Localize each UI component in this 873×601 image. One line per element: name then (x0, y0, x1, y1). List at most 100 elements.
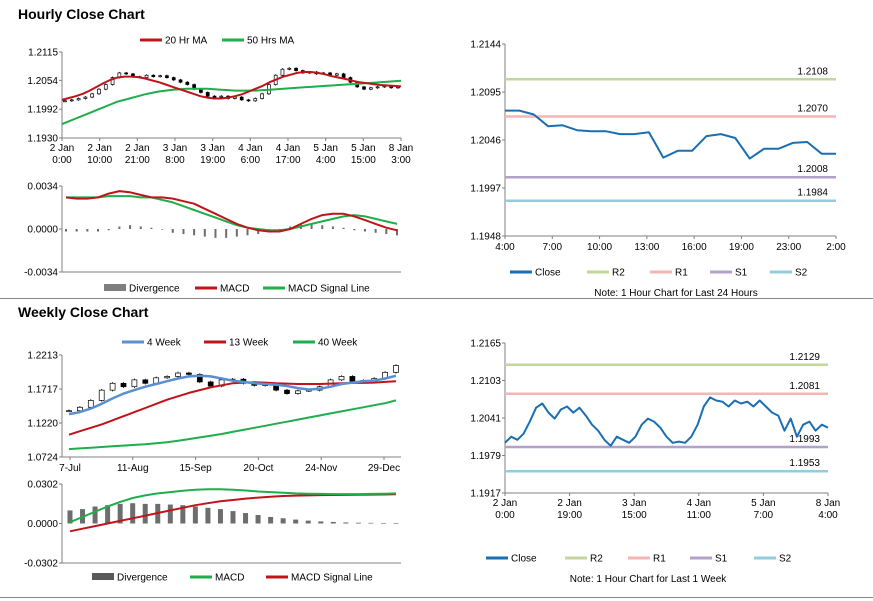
hourly-ma20-line (61, 71, 402, 101)
hourly-price-candle-body (83, 96, 88, 99)
weekly-divergence-bar (393, 523, 399, 524)
weekly-divergence-bar (268, 516, 274, 524)
hourly-macd-legend-label: MACD (220, 284, 249, 295)
hourly-price-candle-body (90, 93, 95, 98)
weekly-price-legend-label: 40 Week (318, 338, 358, 349)
hourly-levels-xtick-label: 13:00 (634, 242, 659, 253)
weekly-levels-xtick-label: 2 Jan (557, 498, 581, 509)
hourly-price-candle-body (124, 72, 129, 75)
weekly-levels-ytick-label: 1.2041 (470, 414, 501, 425)
weekly-divergence-bar (318, 521, 324, 524)
weekly-price-candle-body (338, 376, 345, 381)
hourly-divergence-bar (118, 226, 121, 229)
weekly-levels-xtick-label: 2 Jan (493, 498, 517, 509)
hourly-price-candle-body (294, 67, 298, 71)
weekly-levels-ytick-label: 1.1979 (470, 451, 501, 462)
weekly-price-legend-label: 4 Week (147, 338, 182, 349)
hourly-levels-ytick-label: 1.1997 (470, 184, 501, 195)
hourly-divergence-bar (97, 229, 100, 232)
weekly-ma40-line (68, 399, 397, 451)
weekly-divergence-bar (92, 506, 98, 524)
weekly-divergence-bar (368, 522, 374, 524)
hourly-price-ytick-label: 1.1992 (27, 105, 58, 116)
hourly-levels-xtick-label: 23:00 (776, 242, 801, 253)
weekly-levels-xtick-label: 8 Jan (816, 498, 840, 509)
weekly-divergence-bar (67, 510, 73, 524)
hourly-levels-xtick-label: 10:00 (587, 242, 612, 253)
hourly-price-candle-body (103, 84, 108, 90)
hourly-price-candle-body (69, 99, 74, 102)
weekly-divergence-bar (305, 520, 311, 524)
hourly-divergence-bar (150, 227, 153, 229)
hourly-divergence-bar (385, 229, 388, 235)
weekly-divergence-bar (167, 504, 173, 524)
hourly-price-candle-body (246, 99, 251, 102)
weekly-divergence-bar (192, 506, 198, 524)
weekly-divergence-bar (293, 519, 299, 524)
hourly-price-candle-body (212, 95, 217, 98)
weekly-divergence-bar (343, 522, 349, 524)
hourly-divergence-bar (246, 229, 249, 236)
hourly-divergence-bar (182, 229, 185, 235)
weekly-divergence-bar (142, 503, 148, 524)
hourly-price-candle-body (287, 67, 292, 70)
weekly-divergence-bar (255, 514, 261, 524)
weekly-price-candle-body (186, 372, 192, 375)
hourly-divergence-bar (321, 225, 324, 229)
hourly-price-ytick-label: 1.1930 (27, 134, 58, 145)
hourly-price-xtick-label: 3 Jan (200, 143, 224, 154)
weekly-levels-ytick-label: 1.2103 (470, 376, 501, 387)
bottom-divider (0, 597, 873, 598)
hourly-title: Hourly Close Chart (18, 6, 145, 22)
weekly-price-candle-body (175, 372, 181, 377)
hourly-divergence-bar (225, 229, 228, 238)
hourly-price-xtick-label: 3 Jan (163, 143, 187, 154)
weekly-divergence-bar (217, 509, 223, 524)
weekly-levels-legend-label: R2 (590, 554, 603, 565)
weekly-levels-xtick-label: 5 Jan (751, 498, 775, 509)
hourly-price-candle-body (97, 88, 101, 95)
hourly-levels-legend-label: R2 (612, 268, 625, 279)
hourly-macd-ytick-label: -0.0034 (24, 268, 58, 279)
weekly-divergence-bar (355, 522, 361, 524)
hourly-price-candle-body (63, 100, 67, 103)
hourly-divergence-bar (289, 226, 292, 229)
weekly-levels-level-label-s2: 1.1953 (789, 458, 820, 469)
weekly-price-xtick-label: 15-Sep (179, 463, 212, 474)
hourly-levels-ytick-label: 1.2095 (470, 88, 501, 99)
hourly-price-xtick-label: 10:00 (87, 155, 112, 166)
weekly-levels-level-label-r1: 1.2081 (789, 381, 820, 392)
hourly-price-xtick-label: 6:00 (241, 155, 261, 166)
weekly-price-xtick-label: 11-Aug (117, 463, 149, 474)
hourly-divergence-bar (86, 229, 89, 232)
hourly-price-xtick-label: 4:00 (316, 155, 336, 166)
hourly-price-xtick-label: 21:00 (125, 155, 150, 166)
hourly-divergence-bar (214, 229, 217, 238)
weekly-macd-legend-label: MACD Signal Line (291, 573, 373, 584)
weekly-levels-ytick-label: 1.2165 (470, 339, 501, 350)
weekly-levels-legend-label: S2 (779, 554, 792, 565)
hourly-price-candle-body (205, 92, 210, 97)
weekly-macd-ytick-label: 0.0000 (27, 519, 58, 530)
weekly-price-candle-body (77, 406, 83, 412)
hourly-levels-xtick-label: 7:00 (543, 242, 563, 253)
hourly-levels-level-label-s1: 1.2008 (797, 164, 828, 175)
section-divider (0, 298, 873, 299)
weekly-divergence-bar (330, 521, 336, 524)
weekly-price-xtick-label: 7-Jul (59, 463, 81, 474)
weekly-price-candle-body (349, 376, 356, 382)
weekly-macd-legend-swatch (92, 573, 114, 580)
hourly-price-ytick-label: 1.2115 (28, 48, 58, 59)
weekly-levels-xtick-label: 7:00 (754, 510, 774, 521)
hourly-levels-xtick-label: 2:00 (826, 242, 846, 253)
hourly-price-xtick-label: 4 Jan (276, 143, 300, 154)
weekly-price-candle-body (393, 365, 399, 373)
hourly-price-xtick-label: 5 Jan (313, 143, 337, 154)
weekly-divergence-bar (105, 505, 111, 524)
weekly-ma4-line (68, 374, 397, 416)
hourly-levels-ytick-label: 1.1948 (470, 232, 501, 243)
hourly-price-legend-label: 20 Hr MA (165, 36, 208, 47)
weekly-price-candle-body (142, 379, 149, 384)
hourly-price-candle-body (178, 79, 183, 83)
